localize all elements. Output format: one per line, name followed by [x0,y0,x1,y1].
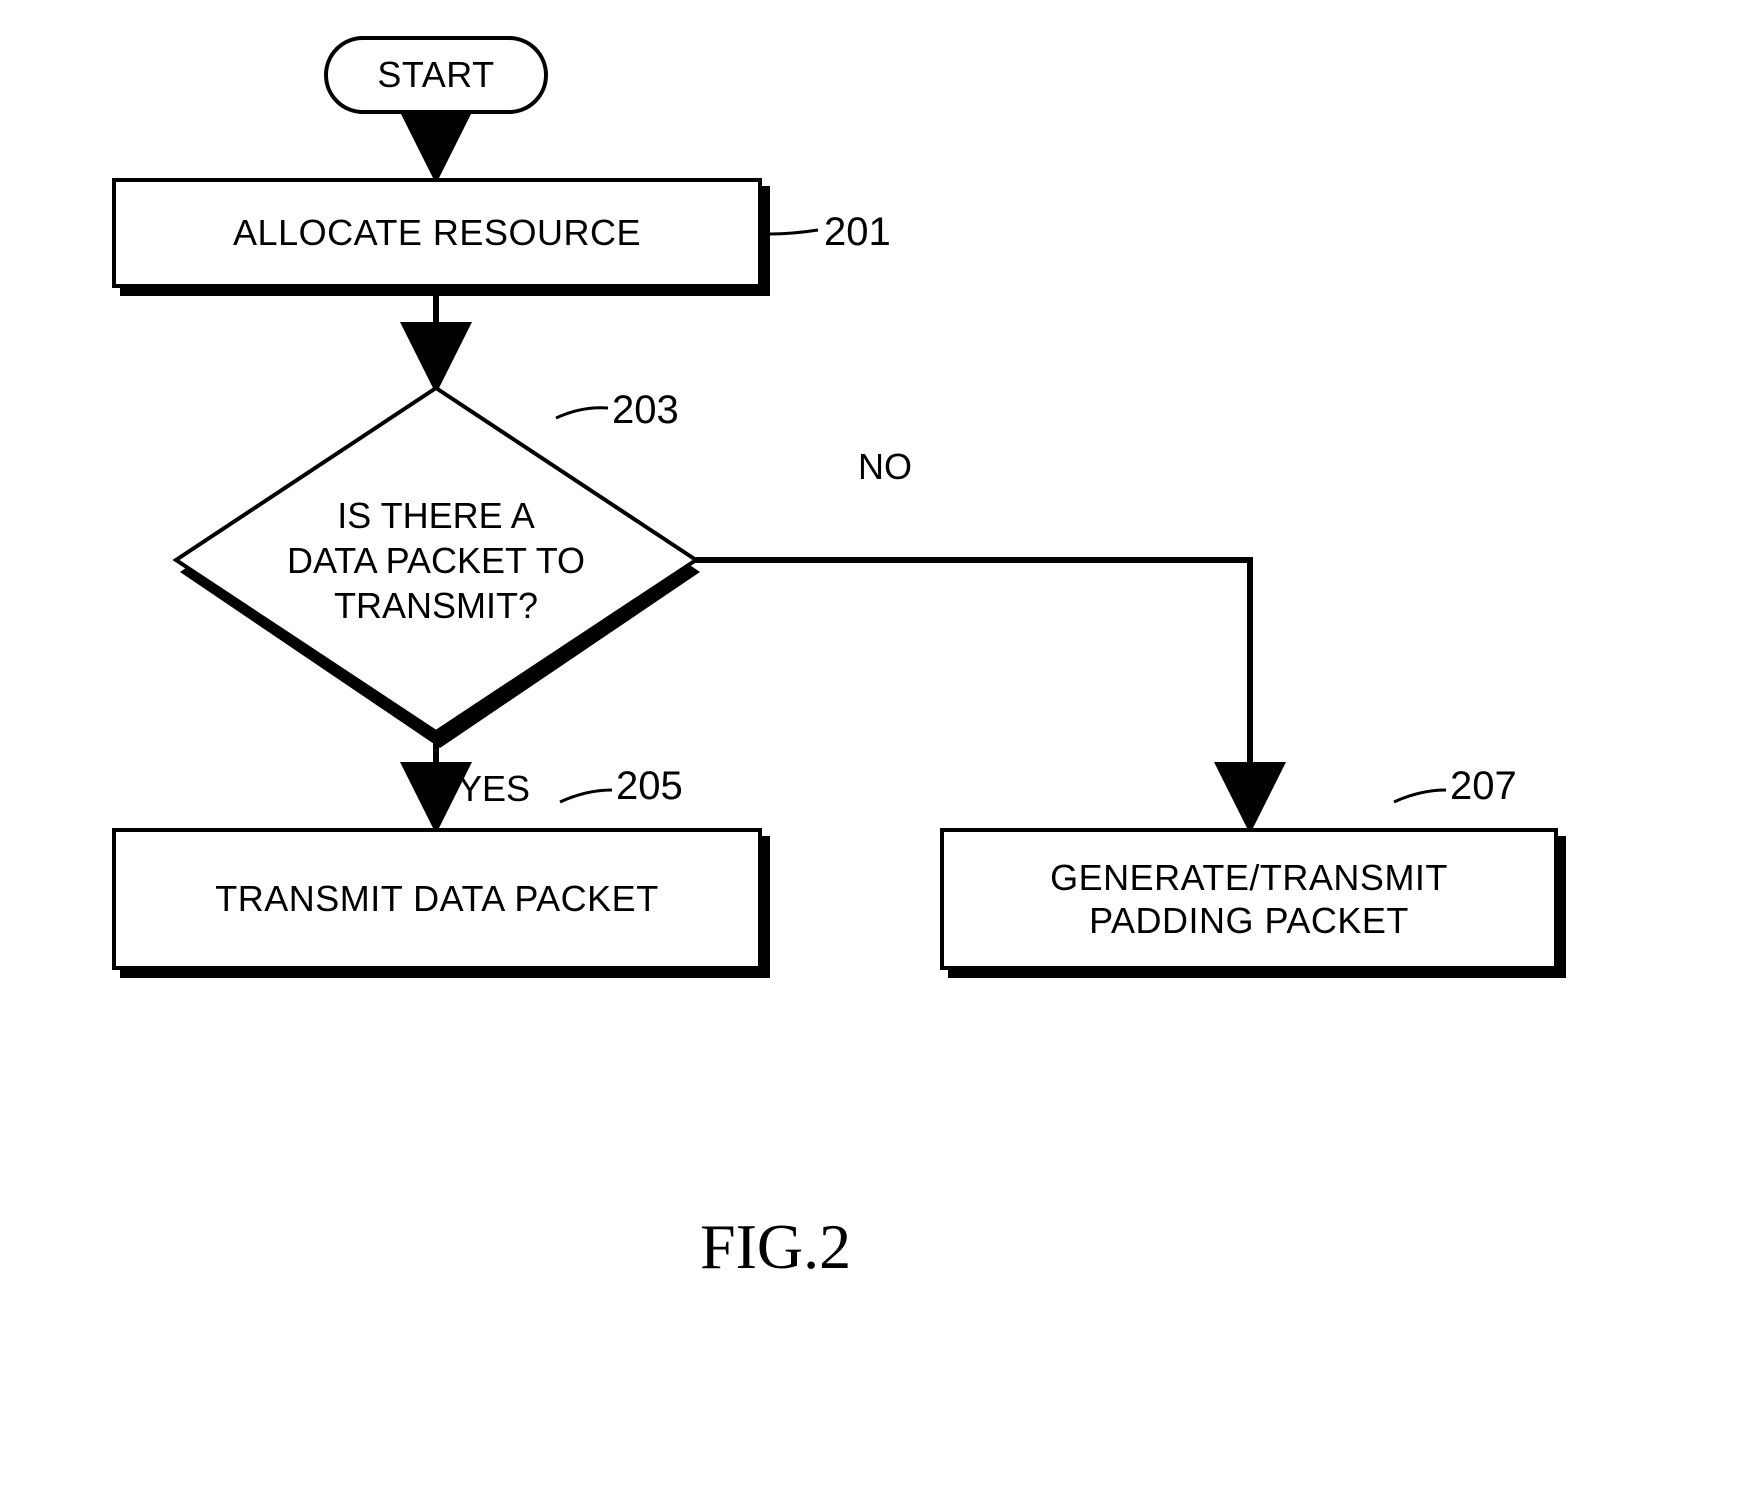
ref-label-207: 207 [1450,764,1517,809]
node-start: START [324,36,548,114]
node-allocate-text: ALLOCATE RESOURCE [233,212,641,254]
edge-label-yes: YES [458,768,530,810]
ref-label-205: 205 [616,764,683,809]
figure-caption: FIG.2 [700,1210,851,1284]
node-padding: GENERATE/TRANSMIT PADDING PACKET [940,828,1558,970]
node-decision-text-wrap: IS THERE A DATA PACKET TO TRANSMIT? [256,468,616,652]
leader-201 [770,230,818,234]
node-decision-text: IS THERE A DATA PACKET TO TRANSMIT? [287,493,585,628]
node-padding-text: GENERATE/TRANSMIT PADDING PACKET [1050,856,1448,942]
leader-207 [1394,790,1446,802]
node-start-text: START [377,54,494,96]
edge-label-no: NO [858,446,912,488]
leader-205 [560,790,612,802]
ref-label-201: 201 [824,210,891,255]
edge-decision-no [690,560,1250,822]
node-allocate: ALLOCATE RESOURCE [112,178,762,288]
ref-label-203: 203 [612,388,679,433]
flowchart-canvas: START ALLOCATE RESOURCE IS THERE A DATA … [0,0,1742,1506]
node-transmit: TRANSMIT DATA PACKET [112,828,762,970]
node-transmit-text: TRANSMIT DATA PACKET [215,878,658,920]
